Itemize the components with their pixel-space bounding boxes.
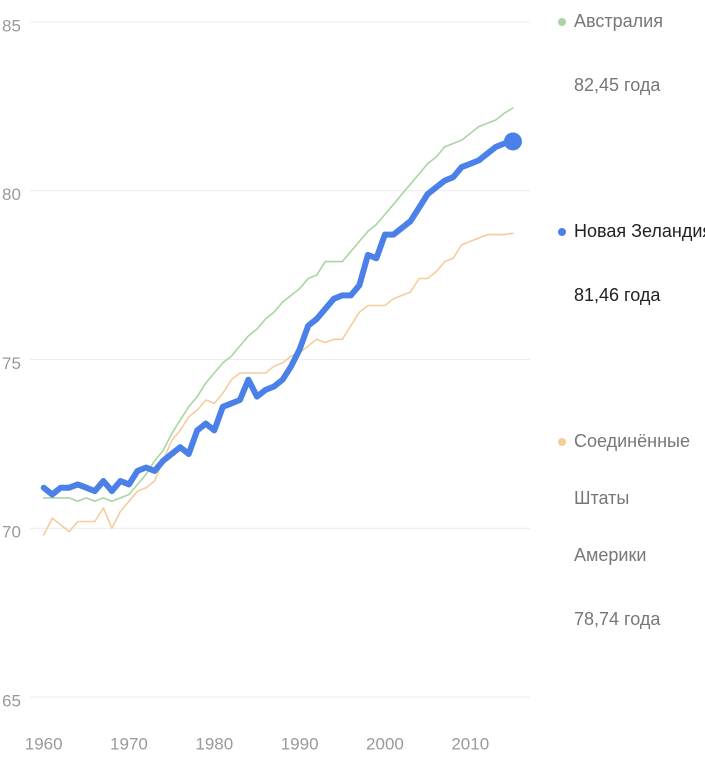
x-tick-label: 2010 (451, 734, 489, 753)
x-tick-label: 1970 (110, 734, 148, 753)
legend-marker (558, 228, 566, 236)
legend-marker (558, 18, 566, 26)
y-tick-label: 70 (2, 523, 21, 542)
x-tick-label: 1980 (195, 734, 233, 753)
x-tick-label: 1960 (25, 734, 63, 753)
y-tick-label: 80 (2, 185, 21, 204)
y-tick-label: 75 (2, 354, 21, 373)
x-tick-label: 1990 (281, 734, 319, 753)
x-tick-label: 2000 (366, 734, 404, 753)
legend-value: 78,74 года (574, 609, 661, 629)
legend-value: 82,45 года (574, 75, 661, 95)
series-line (42, 107, 514, 503)
y-tick-label: 85 (2, 16, 21, 35)
end-point (503, 132, 522, 151)
legend-name: Новая Зеландия (574, 221, 705, 241)
series-line (42, 232, 514, 536)
legend-marker (558, 438, 566, 446)
legend-value: 81,46 года (574, 285, 661, 305)
legend-name: Австралия (574, 11, 663, 31)
series-line (40, 138, 516, 498)
legend-name: Соединённые Штаты Америки (574, 431, 690, 565)
y-tick-label: 65 (2, 691, 21, 710)
